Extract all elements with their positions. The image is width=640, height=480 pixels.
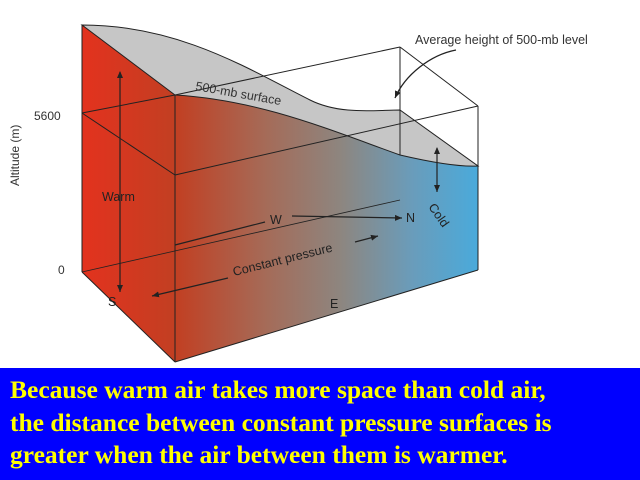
warm-side-face — [82, 25, 175, 362]
caption-line: the distance between constant pressure s… — [10, 407, 552, 437]
average-height-label: Average height of 500-mb level — [415, 33, 588, 47]
west-label: W — [270, 213, 282, 227]
front-face — [175, 95, 478, 362]
altitude-tick-0: 0 — [58, 263, 65, 277]
pressure-surface — [80, 24, 480, 167]
caption-line: greater when the air between them is war… — [10, 440, 508, 469]
west-north-arrow — [174, 221, 266, 246]
west-north-arrow-tail — [291, 214, 403, 221]
diagram: Altitude (m) 5600 0 Average height of 50… — [8, 24, 588, 363]
constant-pressure-arrow-left — [151, 277, 229, 298]
average-height-leader — [394, 49, 457, 99]
warm-label: Warm — [102, 190, 135, 204]
caption-line: Because warm air takes more space than c… — [10, 375, 546, 404]
altitude-tick-5600: 5600 — [34, 109, 61, 123]
average-level-box — [81, 25, 479, 363]
constant-pressure-arrow-right — [354, 234, 379, 243]
east-label: E — [330, 297, 338, 311]
caption-bar: Because warm air takes more space than c… — [0, 368, 640, 480]
caption: Because warm air takes more space than c… — [10, 374, 634, 472]
base-back-line — [81, 199, 401, 273]
south-label: S — [108, 295, 116, 309]
north-label: N — [406, 211, 415, 225]
altitude-axis-label: Altitude (m) — [8, 125, 22, 186]
